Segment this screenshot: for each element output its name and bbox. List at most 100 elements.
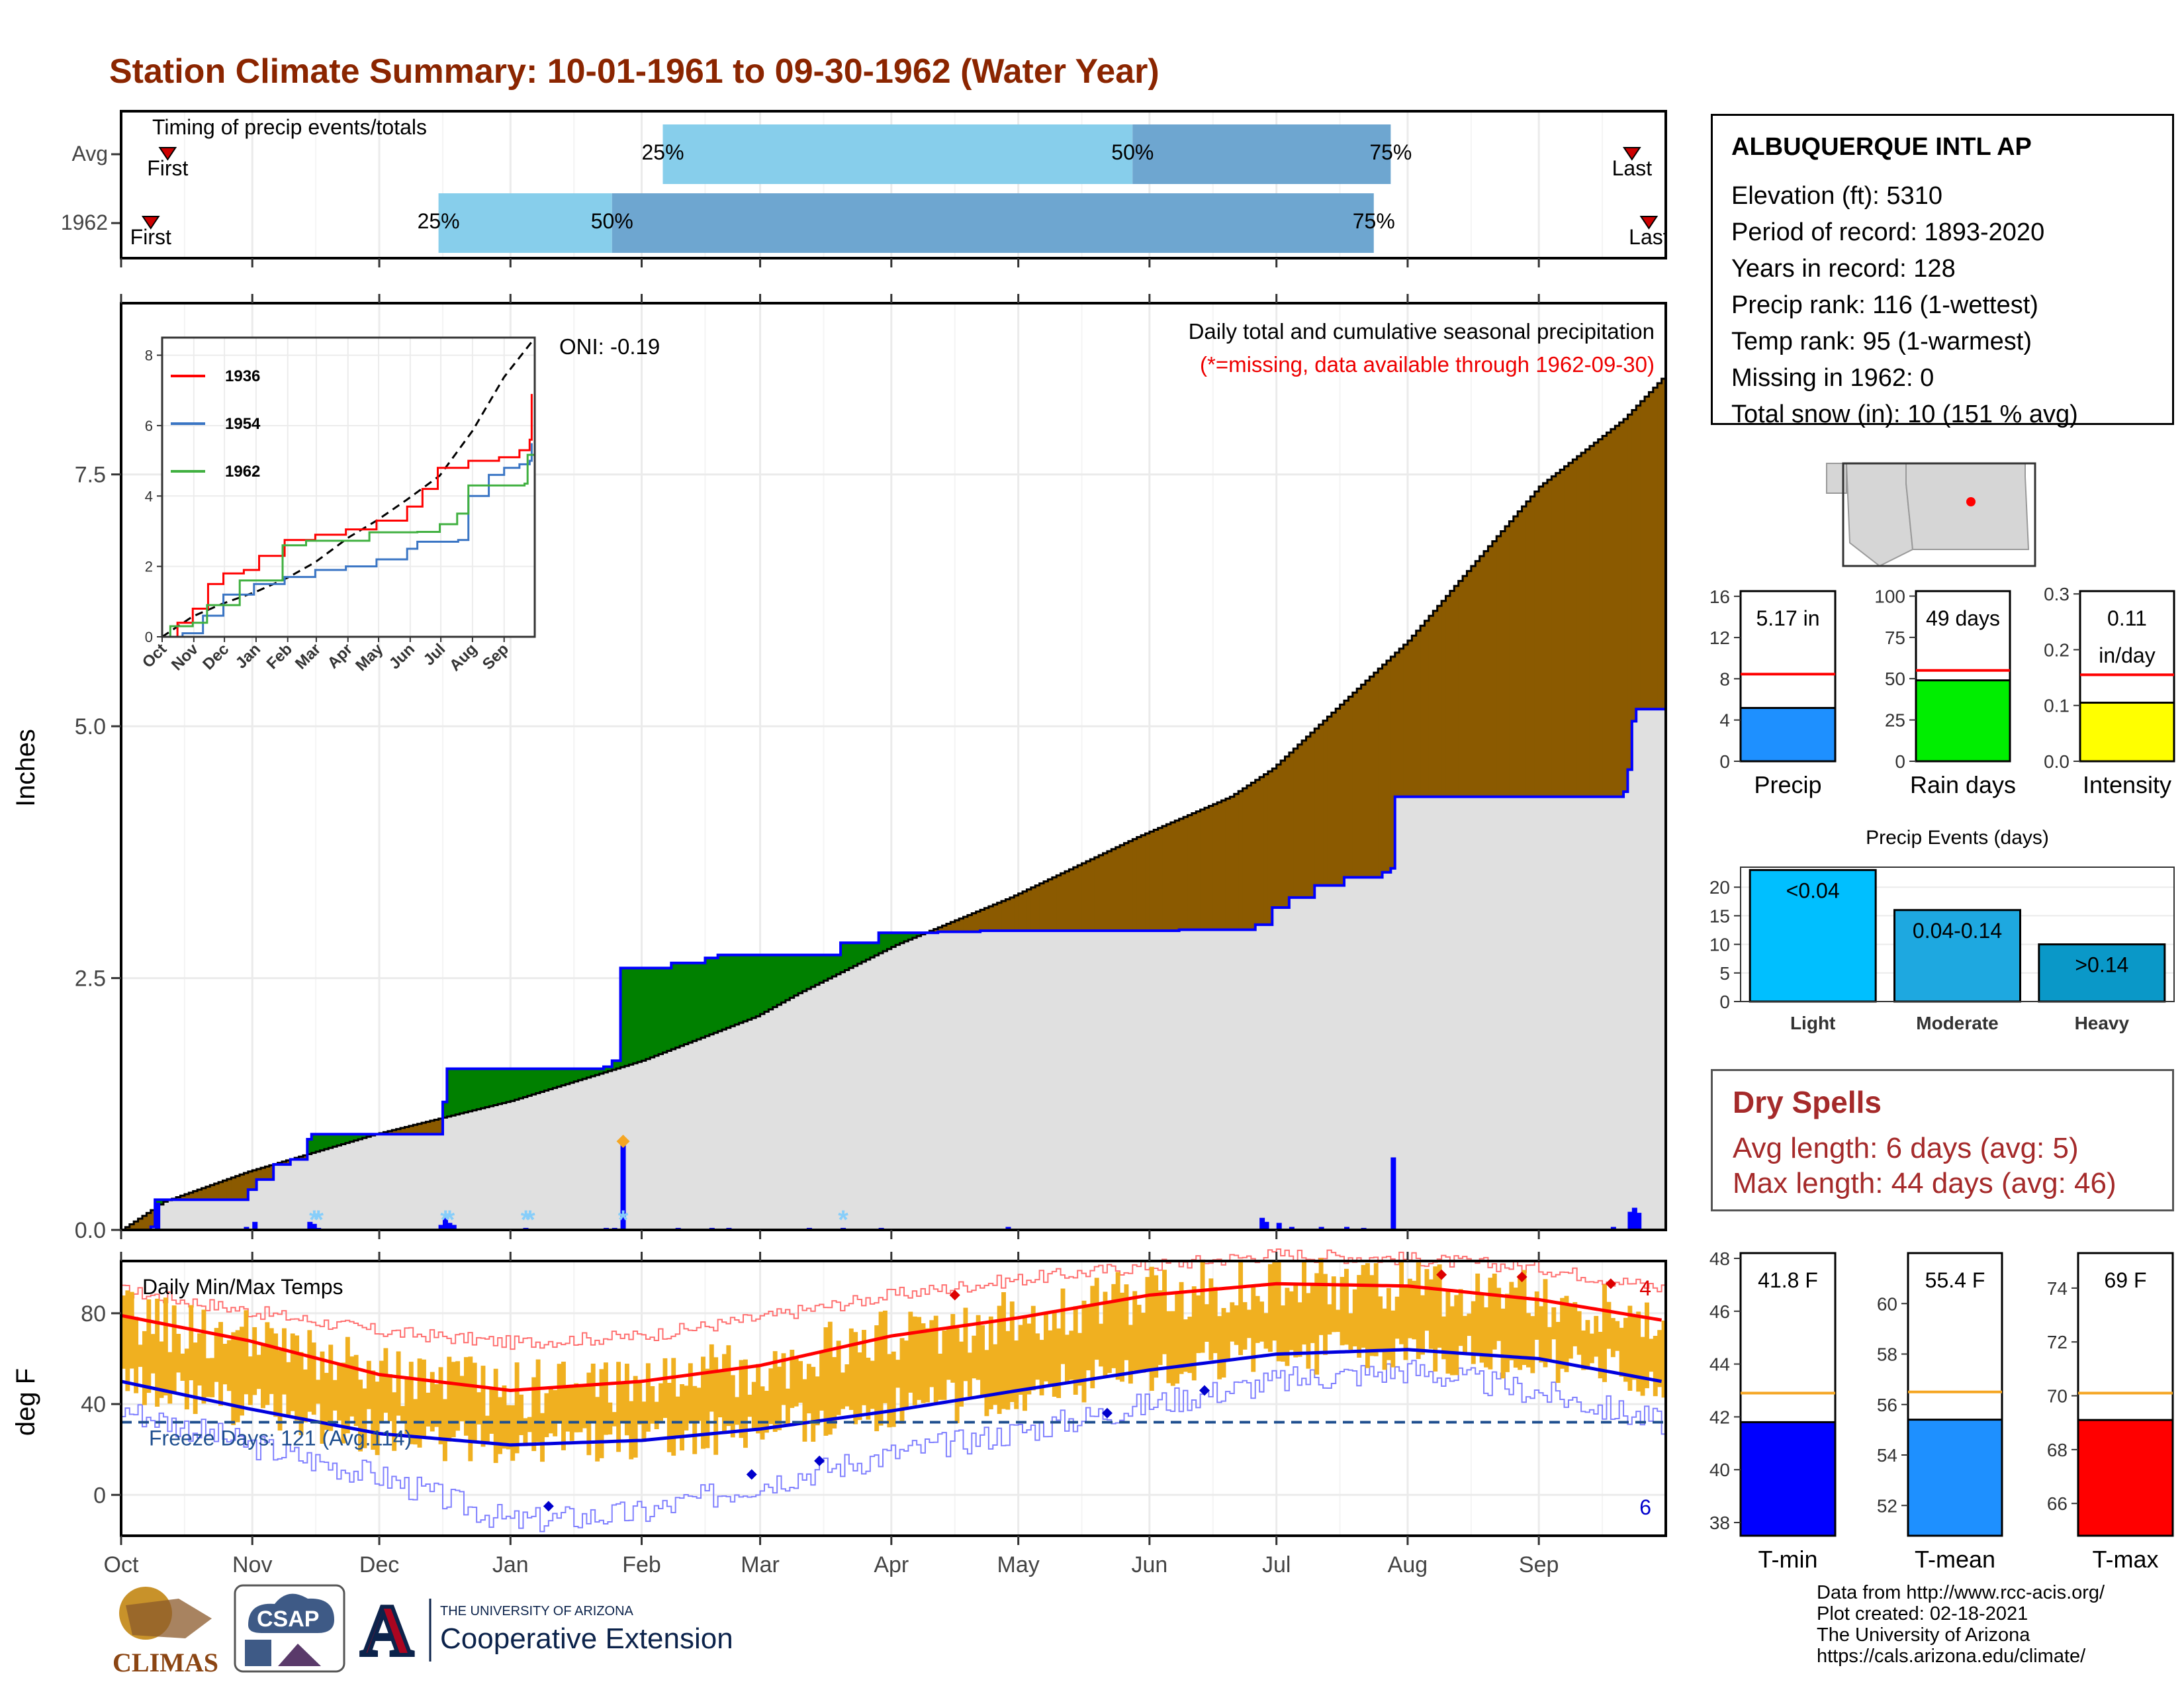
csap-cloud-icon [248, 1593, 334, 1633]
daily-temp-bar [561, 1362, 566, 1450]
daily-temp-bar [1484, 1307, 1488, 1368]
precip-surplus-fill [477, 1068, 482, 1109]
precip-daily-bar [442, 1217, 448, 1230]
tmean-temp-summary-ytick-label: 52 [1877, 1495, 1897, 1516]
precip-deficit-fill [1272, 769, 1277, 908]
precip-surplus-fill [772, 955, 778, 1008]
tmean-temp-summary-ytick-label: 54 [1877, 1445, 1897, 1466]
precip-deficit-fill [1488, 546, 1493, 797]
precip-surplus-fill [887, 933, 892, 949]
daily-temp-bar [988, 1316, 993, 1410]
precip-deficit-fill [1124, 843, 1129, 931]
precip-deficit-fill [1496, 536, 1502, 797]
precip-surplus-fill [717, 955, 723, 1031]
daily-temp-bar [959, 1341, 964, 1407]
daily-temp-bar [1568, 1306, 1573, 1359]
station-period: Period of record: 1893-2020 [1731, 218, 2045, 246]
tmin-temp-summary-value-label: 41.8 F [1758, 1268, 1818, 1292]
precip-summary-ytick-label: 4 [1719, 710, 1730, 731]
daily-temp-bar [1399, 1260, 1404, 1344]
precip-gray-area [121, 709, 1666, 1230]
daily-temp-bar [1645, 1302, 1649, 1389]
precip-summary-ytick-label: 16 [1709, 586, 1730, 607]
precip-surplus-fill [798, 955, 803, 994]
record-high-count: 4 [1639, 1276, 1651, 1300]
daily-temp-bar [950, 1314, 956, 1383]
precip-surplus-fill [777, 955, 782, 1005]
daily-temp-bar [434, 1383, 439, 1427]
daily-temp-bar [1124, 1284, 1129, 1360]
daily-temp-bar [1471, 1301, 1476, 1364]
precip-deficit-fill [1179, 818, 1184, 930]
daily-temp-bar [586, 1372, 592, 1456]
precip-surplus-fill [857, 943, 862, 964]
timing-bar-25-50 [438, 193, 612, 253]
daily-temp-bar [125, 1290, 130, 1391]
month-label: Sep [1519, 1552, 1559, 1577]
daily-temp-bar [540, 1413, 545, 1462]
precip-surplus-fill [891, 933, 896, 947]
precip-deficit-fill [1035, 885, 1040, 931]
precip-daily-bar [1259, 1217, 1265, 1230]
precip-deficit-fill [1048, 879, 1053, 931]
daily-temp-bar [383, 1348, 388, 1413]
precip-deficit-fill [1602, 436, 1608, 797]
daily-temp-bar [612, 1412, 617, 1427]
timing-bar-50-75 [612, 193, 1374, 253]
daily-temp-bar [730, 1375, 735, 1438]
daily-temp-bar [903, 1340, 909, 1409]
precip-surplus-fill [624, 968, 629, 1066]
daily-temp-bar [1048, 1330, 1053, 1385]
precip-surplus-fill [815, 955, 820, 985]
daily-temp-bar [1488, 1278, 1493, 1370]
daily-temp-bar [1547, 1327, 1552, 1362]
precip-surplus-fill [756, 955, 761, 1017]
daily-temp-bar [967, 1352, 972, 1397]
daily-temp-bar [1627, 1305, 1633, 1391]
daily-temp-bar [277, 1350, 283, 1431]
daily-temp-bar [1056, 1328, 1062, 1398]
tmean-temp-summary-value-bar [1907, 1419, 2003, 1537]
precip-deficit-fill [218, 1182, 224, 1200]
map-region-west [1826, 463, 1847, 494]
intensity-summary-ytick-label: 0.3 [2044, 584, 2070, 604]
daily-temp-bar [1293, 1282, 1298, 1358]
precip-surplus-fill [899, 933, 905, 943]
daily-temp-bar [1136, 1305, 1142, 1373]
precip-deficit-fill [1581, 452, 1586, 797]
daily-temp-bar [1525, 1313, 1531, 1368]
precip-deficit-fill [1610, 429, 1615, 797]
daily-temp-bar [1340, 1276, 1345, 1346]
precip-surplus-fill [645, 968, 651, 1059]
precip-deficit-fill [984, 908, 989, 931]
daily-temp-bar [1318, 1258, 1324, 1335]
daily-temp-bar [798, 1361, 803, 1403]
precip-deficit-fill [1623, 419, 1629, 792]
tmax-temp-summary-category-label: T-max [2092, 1546, 2158, 1573]
tmean-temp-summary-category-label: T-mean [1915, 1546, 1995, 1573]
precip-surplus-fill [713, 958, 719, 1033]
daily-temp-bar [1369, 1275, 1375, 1356]
precip-surplus-fill [701, 962, 706, 1038]
temps-ytick-label: 40 [81, 1392, 106, 1417]
precip-daily-bar [252, 1221, 258, 1230]
precip-deficit-fill [430, 1121, 435, 1135]
precip-surplus-fill [582, 1068, 587, 1079]
daily-temp-bar [463, 1357, 469, 1436]
precip-deficit-fill [1441, 600, 1447, 797]
daily-temp-bar [159, 1341, 164, 1398]
precip-daily-bar [1344, 1227, 1350, 1230]
precip-surplus-fill [590, 1068, 596, 1076]
precip-deficit-fill [404, 1127, 410, 1135]
intensity-summary-ytick-label: 0.0 [2044, 751, 2070, 772]
daily-temp-bar [1255, 1295, 1260, 1343]
precip-surplus-fill [307, 1139, 312, 1154]
daily-temp-bar [637, 1381, 643, 1425]
page-title: Station Climate Summary: 10-01-1961 to 0… [109, 52, 1160, 91]
precip-surplus-fill [790, 955, 795, 998]
daily-temp-bar [417, 1358, 422, 1448]
precip-deficit-fill [1077, 865, 1083, 931]
precip-surplus-fill [832, 955, 837, 976]
precip-surplus-fill [463, 1068, 469, 1113]
precip-surplus-fill [502, 1068, 507, 1103]
